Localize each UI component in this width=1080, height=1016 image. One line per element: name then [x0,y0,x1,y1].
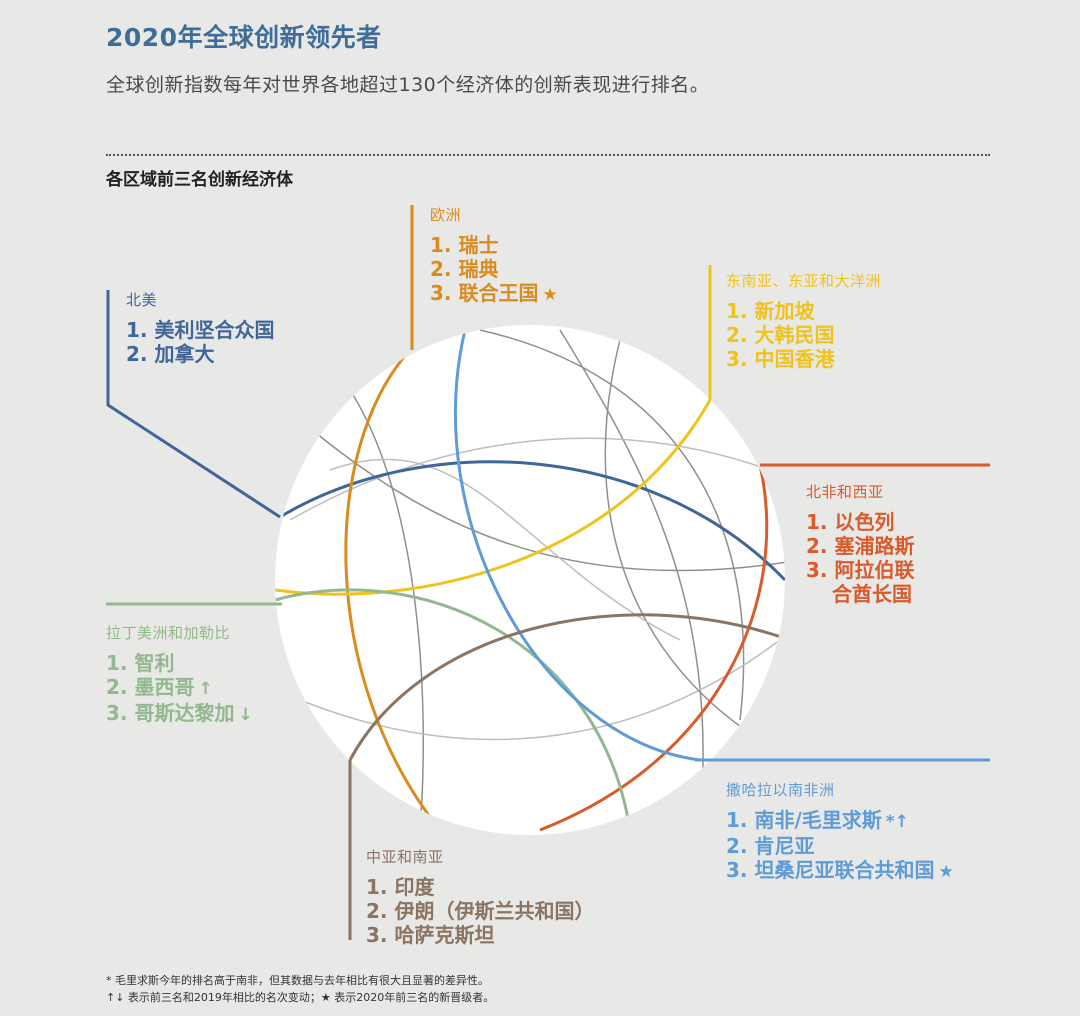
region-name: 北非和西亚 [806,483,884,501]
rank-item: 3. 联合王国 ★ [430,281,558,307]
new-entrant-star-icon: ★ [542,285,558,305]
rank-label: 1. 南非/毛里求斯 [726,808,882,832]
page-title: 2020年全球创新领先者 [106,23,382,52]
rank-item: 2. 伊朗（伊斯兰共和国） [366,899,595,923]
globe-arc [329,458,681,641]
footnote-mauritius: * 毛里求斯今年的排名高于南非，但其数据与去年相比有很大且显著的差异性。 [106,974,489,987]
region-latin-america: 拉丁美洲和加勒比 1. 智利 2. 墨西哥 ↑ 3. 哥斯达黎加 ↓ [106,622,253,727]
arc-mena [539,464,769,832]
rank-item: 1. 智利 [106,651,175,675]
arc-latam [275,588,632,831]
rank-item: 3. 阿拉伯联 [806,558,915,582]
rank-item: 2. 塞浦路斯 [806,534,915,558]
rank-item: 2. 瑞典 [430,257,499,281]
new-entrant-star-icon: ★ [938,862,954,882]
rank-item: 3. 哥斯达黎加 ↓ [106,701,253,727]
globe-circle [275,325,785,835]
page-subtitle: 全球创新指数每年对世界各地超过130个经济体的创新表现进行排名。 [106,74,710,96]
region-central-south-asia: 中亚和南亚 1. 印度 2. 伊朗（伊斯兰共和国） 3. 哈萨克斯坦 [366,846,594,947]
rank-up-icon: ↑ [198,679,213,699]
region-name: 东南亚、东亚和大洋洲 [726,272,882,290]
globe-arc [349,389,424,831]
region-name: 拉丁美洲和加勒比 [106,624,231,642]
arc-asia [275,399,712,596]
rank-item: 2. 肯尼亚 [726,834,815,858]
region-name: 中亚和南亚 [366,848,444,866]
globe-arc [604,339,761,741]
footnote-legend: ↑↓ 表示前三名和2019年相比的名次变动；★ 表示2020年前三名的新晋级者。 [106,991,495,1004]
arc-north-america [275,460,785,582]
globe-arc [479,329,745,721]
rank-item: 1. 瑞士 [430,233,499,257]
rank-item: 3. 哈萨克斯坦 [366,923,495,947]
region-name: 北美 [126,291,158,309]
rank-item: 2. 大韩民国 [726,323,835,347]
rank-item: 1. 印度 [366,875,435,899]
rank-label: 3. 联合王国 [430,281,539,305]
rank-label: 2. 墨西哥 [106,675,195,699]
region-europe: 欧洲 1. 瑞士 2. 瑞典 3. 联合王国 ★ [430,204,558,307]
arc-ssa [454,329,701,762]
leader-north-america [106,290,281,519]
globe-arc [299,419,785,572]
rank-down-icon: ↓ [238,705,253,725]
rank-label: 3. 哥斯达黎加 [106,701,235,725]
region-name: 撒哈拉以南非洲 [726,781,835,799]
rank-item: 1. 以色列 [806,510,895,534]
footnotes: * 毛里求斯今年的排名高于南非，但其数据与去年相比有很大且显著的差异性。 ↑↓ … [106,972,494,1006]
rank-up-icon: *↑ [885,812,909,832]
globe-arc [559,329,704,821]
globe-arc [299,639,781,741]
region-mena: 北非和西亚 1. 以色列 2. 塞浦路斯 3. 阿拉伯联 合酋长国 [806,481,914,606]
rank-label: 3. 坦桑尼亚联合共和国 [726,858,935,882]
rank-item: 1. 美利坚合众国 [126,318,275,342]
rank-item: 2. 墨西哥 ↑ [106,675,253,701]
region-north-america: 北美 1. 美利坚合众国 2. 加拿大 [126,289,274,366]
section-title: 各区域前三名创新经济体 [106,170,293,190]
region-sub-saharan-africa: 撒哈拉以南非洲 1. 南非/毛里求斯 *↑ 2. 肯尼亚 3. 坦桑尼亚联合共和国… [726,779,954,884]
rank-item: 3. 坦桑尼亚联合共和国 ★ [726,858,954,884]
region-name: 欧洲 [430,206,462,224]
rank-item: 1. 南非/毛里求斯 *↑ [726,808,954,834]
arc-europe [344,348,442,831]
rank-item: 2. 加拿大 [126,342,215,366]
rank-item: 1. 新加坡 [726,299,815,323]
arc-csa [348,613,785,761]
rank-item-continued: 合酋长国 [832,582,912,606]
dotted-divider [106,154,990,156]
region-asia-pacific: 东南亚、东亚和大洋洲 1. 新加坡 2. 大韩民国 3. 中国香港 [726,270,881,371]
rank-item: 3. 中国香港 [726,347,835,371]
